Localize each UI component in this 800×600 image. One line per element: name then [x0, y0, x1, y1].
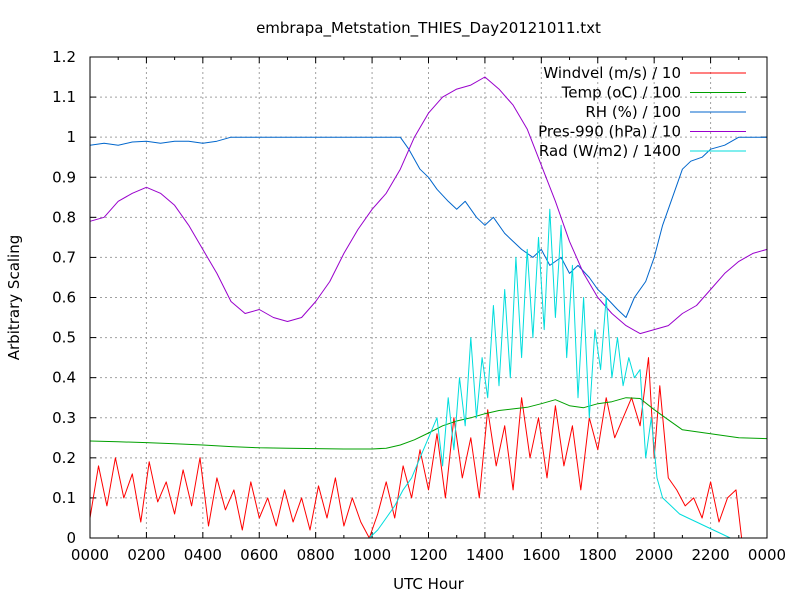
x-axis-label: UTC Hour — [393, 575, 464, 593]
y-tick-label: 0.6 — [52, 289, 76, 307]
x-tick-label: 1200 — [409, 546, 447, 564]
x-tick-label: 0800 — [297, 546, 335, 564]
y-tick-label: 0.5 — [52, 329, 76, 347]
x-tick-label: 0400 — [184, 546, 222, 564]
x-tick-label: 1400 — [466, 546, 504, 564]
y-tick-label: 1.2 — [52, 48, 76, 66]
x-tick-label: 0600 — [240, 546, 278, 564]
y-tick-label: 0.7 — [52, 248, 76, 266]
x-tick-label: 0000 — [748, 546, 786, 564]
legend-label-2: RH (%) / 100 — [585, 103, 681, 121]
x-tick-label: 2200 — [691, 546, 729, 564]
series-line-4 — [368, 208, 739, 539]
x-tick-label: 0000 — [71, 546, 109, 564]
series-line-0 — [89, 357, 743, 539]
y-tick-label: 1 — [66, 128, 76, 146]
y-tick-label: 0.4 — [52, 369, 76, 387]
x-tick-label: 1000 — [353, 546, 391, 564]
x-tick-label: 1600 — [522, 546, 560, 564]
y-axis-label: Arbitrary Scaling — [5, 235, 23, 361]
legend-label-1: Temp (oC) / 100 — [561, 84, 681, 102]
x-tick-label: 2000 — [635, 546, 673, 564]
y-tick-label: 0.3 — [52, 409, 76, 427]
y-tick-label: 0.1 — [52, 489, 76, 507]
series-line-3 — [89, 76, 768, 335]
y-tick-label: 0.9 — [52, 168, 76, 186]
legend-label-4: Rad (W/m2) / 1400 — [539, 142, 681, 160]
tick-labels: 0 0.1 0.2 0.3 0.4 0.5 0.6 0.7 0.8 0.9 1 1.1 1.2 0000 0… — [52, 48, 786, 564]
series-line-2 — [89, 136, 767, 318]
x-tick-label: 0200 — [127, 546, 165, 564]
legend-label-3: Pres-990 (hPa) / 10 — [538, 123, 681, 141]
chart-title: embrapa_Metstation_THIES_Day20121011.txt — [256, 19, 601, 38]
y-tick-label: 0.2 — [52, 449, 76, 467]
x-tick-label: 1800 — [579, 546, 617, 564]
legend-label-0: Windvel (m/s) / 10 — [543, 64, 681, 82]
series-layer — [89, 76, 768, 539]
plot-frame — [89, 56, 768, 539]
y-tick-label: 1.1 — [52, 88, 76, 106]
y-tick-label: 0 — [66, 529, 76, 547]
y-tick-label: 0.8 — [52, 208, 76, 226]
